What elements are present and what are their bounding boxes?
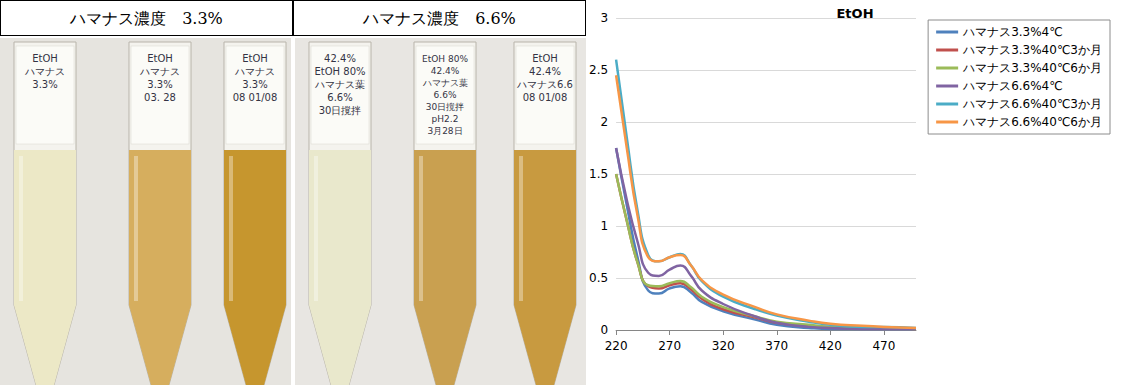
svg-text:ハマナス6.6%40℃6か月: ハマナス6.6%40℃6か月 bbox=[962, 115, 1102, 129]
svg-text:ハマナス6.6%40℃3か月: ハマナス6.6%40℃3か月 bbox=[962, 97, 1102, 111]
svg-text:ハマナス葉: ハマナス葉 bbox=[422, 78, 468, 88]
svg-text:3.3%: 3.3% bbox=[242, 79, 267, 90]
svg-text:6.6%: 6.6% bbox=[434, 90, 457, 100]
svg-text:EtOH: EtOH bbox=[147, 53, 173, 64]
svg-text:220: 220 bbox=[605, 339, 628, 353]
svg-text:42.4%: 42.4% bbox=[431, 66, 460, 76]
svg-text:30日撹拌: 30日撹拌 bbox=[319, 105, 362, 116]
svg-text:2.5: 2.5 bbox=[589, 63, 608, 77]
svg-text:03. 28: 03. 28 bbox=[144, 92, 176, 103]
svg-text:470: 470 bbox=[872, 339, 895, 353]
svg-text:ハマナス濃度 3.3%: ハマナス濃度 3.3% bbox=[69, 9, 223, 28]
svg-text:pH2.2: pH2.2 bbox=[432, 114, 459, 124]
svg-text:EtOH: EtOH bbox=[242, 53, 268, 64]
svg-text:ハマナス濃度 6.6%: ハマナス濃度 6.6% bbox=[362, 9, 516, 28]
svg-text:3: 3 bbox=[600, 11, 608, 25]
svg-text:EtOH 80%: EtOH 80% bbox=[422, 54, 468, 64]
svg-text:ハマナス: ハマナス bbox=[234, 66, 275, 77]
svg-text:ハマナス葉: ハマナス葉 bbox=[314, 79, 365, 90]
svg-text:ハマナス: ハマナス bbox=[139, 66, 180, 77]
svg-text:42.4%: 42.4% bbox=[324, 53, 356, 64]
svg-text:ハマナス3.3%40℃3か月: ハマナス3.3%40℃3か月 bbox=[962, 43, 1102, 57]
svg-text:EtOH: EtOH bbox=[32, 53, 58, 64]
svg-text:2: 2 bbox=[600, 115, 608, 129]
svg-text:420: 420 bbox=[819, 339, 842, 353]
svg-text:3.3%: 3.3% bbox=[147, 79, 172, 90]
svg-text:EtOH: EtOH bbox=[836, 6, 873, 21]
svg-text:30日撹拌: 30日撹拌 bbox=[426, 102, 464, 112]
svg-text:3.3%: 3.3% bbox=[32, 79, 57, 90]
svg-text:ハマナス6.6%4℃: ハマナス6.6%4℃ bbox=[962, 79, 1063, 93]
svg-text:08 01/08: 08 01/08 bbox=[523, 92, 568, 103]
svg-text:ハマナス6.6: ハマナス6.6 bbox=[516, 79, 573, 90]
svg-text:ハマナス: ハマナス bbox=[24, 66, 65, 77]
svg-text:0: 0 bbox=[600, 323, 608, 337]
svg-text:0.5: 0.5 bbox=[589, 271, 608, 285]
svg-text:1: 1 bbox=[600, 219, 608, 233]
svg-text:08 01/08: 08 01/08 bbox=[233, 92, 278, 103]
svg-text:EtOH: EtOH bbox=[532, 53, 558, 64]
svg-text:EtOH 80%: EtOH 80% bbox=[314, 66, 365, 77]
svg-text:42.4%: 42.4% bbox=[529, 66, 561, 77]
svg-text:6.6%: 6.6% bbox=[327, 92, 352, 103]
svg-text:ハマナス3.3%40℃6か月: ハマナス3.3%40℃6か月 bbox=[962, 61, 1102, 75]
svg-text:ハマナス3.3%4℃: ハマナス3.3%4℃ bbox=[962, 25, 1063, 39]
svg-text:270: 270 bbox=[658, 339, 681, 353]
svg-text:1.5: 1.5 bbox=[589, 167, 608, 181]
svg-text:3月28日: 3月28日 bbox=[427, 126, 462, 136]
svg-text:370: 370 bbox=[765, 339, 788, 353]
svg-text:320: 320 bbox=[712, 339, 735, 353]
